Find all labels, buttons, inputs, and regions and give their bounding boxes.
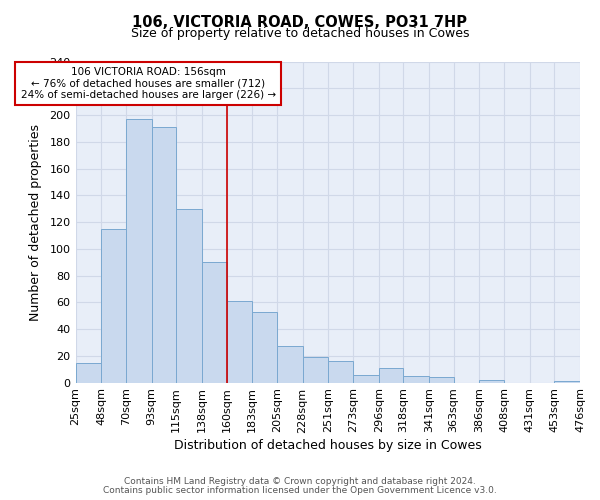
- Text: Contains public sector information licensed under the Open Government Licence v3: Contains public sector information licen…: [103, 486, 497, 495]
- Text: 106, VICTORIA ROAD, COWES, PO31 7HP: 106, VICTORIA ROAD, COWES, PO31 7HP: [133, 15, 467, 30]
- Bar: [152, 127, 176, 382]
- Bar: [277, 346, 302, 382]
- Bar: [353, 374, 379, 382]
- Bar: [328, 361, 353, 382]
- Bar: [403, 376, 429, 382]
- Text: Size of property relative to detached houses in Cowes: Size of property relative to detached ho…: [131, 28, 469, 40]
- Bar: [479, 380, 504, 382]
- Bar: [227, 301, 252, 382]
- Bar: [429, 377, 454, 382]
- X-axis label: Distribution of detached houses by size in Cowes: Distribution of detached houses by size …: [174, 440, 482, 452]
- Bar: [379, 368, 403, 382]
- Bar: [302, 357, 328, 382]
- Text: Contains HM Land Registry data © Crown copyright and database right 2024.: Contains HM Land Registry data © Crown c…: [124, 477, 476, 486]
- Y-axis label: Number of detached properties: Number of detached properties: [29, 124, 43, 320]
- Bar: [202, 262, 227, 382]
- Text: 106 VICTORIA ROAD: 156sqm
← 76% of detached houses are smaller (712)
24% of semi: 106 VICTORIA ROAD: 156sqm ← 76% of detac…: [20, 67, 276, 100]
- Bar: [554, 381, 580, 382]
- Bar: [176, 208, 202, 382]
- Bar: [126, 119, 152, 382]
- Bar: [252, 312, 277, 382]
- Bar: [76, 362, 101, 382]
- Bar: [101, 228, 126, 382]
